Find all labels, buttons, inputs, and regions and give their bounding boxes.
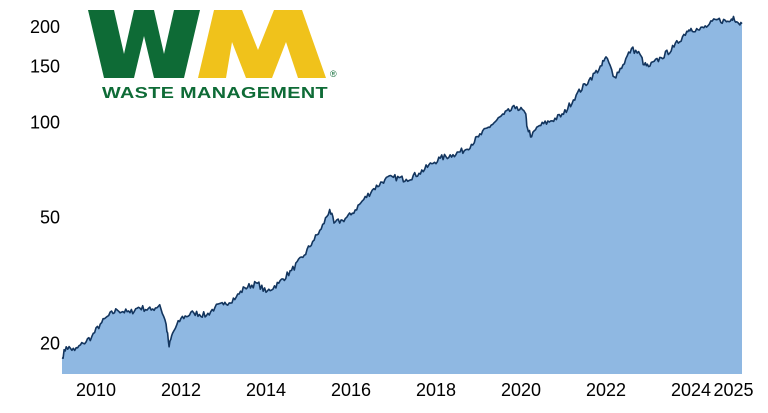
x-tick-label: 2020 xyxy=(501,380,541,400)
y-tick-label: 200 xyxy=(30,17,60,37)
logo-w-letter xyxy=(88,10,200,78)
y-tick-label: 20 xyxy=(40,333,60,353)
waste-management-logo: ® WASTE MANAGEMENT xyxy=(88,10,337,102)
x-tick-label: 2014 xyxy=(246,380,286,400)
y-tick-label: 100 xyxy=(30,112,60,132)
x-tick-label: 2018 xyxy=(416,380,456,400)
logo-wordmark: WASTE MANAGEMENT xyxy=(102,85,328,102)
x-tick-label: 2024 xyxy=(671,380,711,400)
x-axis-tick-labels: 2010 2012 2014 2016 2018 2020 2022 2024 2025 xyxy=(76,380,754,400)
y-axis-tick-labels: 20 50 100 150 200 xyxy=(30,17,60,353)
x-tick-label: 2016 xyxy=(331,380,371,400)
x-tick-label: 2012 xyxy=(161,380,201,400)
y-tick-label: 50 xyxy=(40,207,60,227)
logo-registered-mark: ® xyxy=(330,69,337,79)
x-tick-label: 2025 xyxy=(713,380,753,400)
x-tick-label: 2022 xyxy=(586,380,626,400)
price-line xyxy=(61,15,743,359)
x-tick-label: 2010 xyxy=(76,380,116,400)
price-area-fill xyxy=(62,16,742,374)
y-tick-label: 150 xyxy=(30,57,60,77)
logo-m-letter xyxy=(198,10,326,78)
